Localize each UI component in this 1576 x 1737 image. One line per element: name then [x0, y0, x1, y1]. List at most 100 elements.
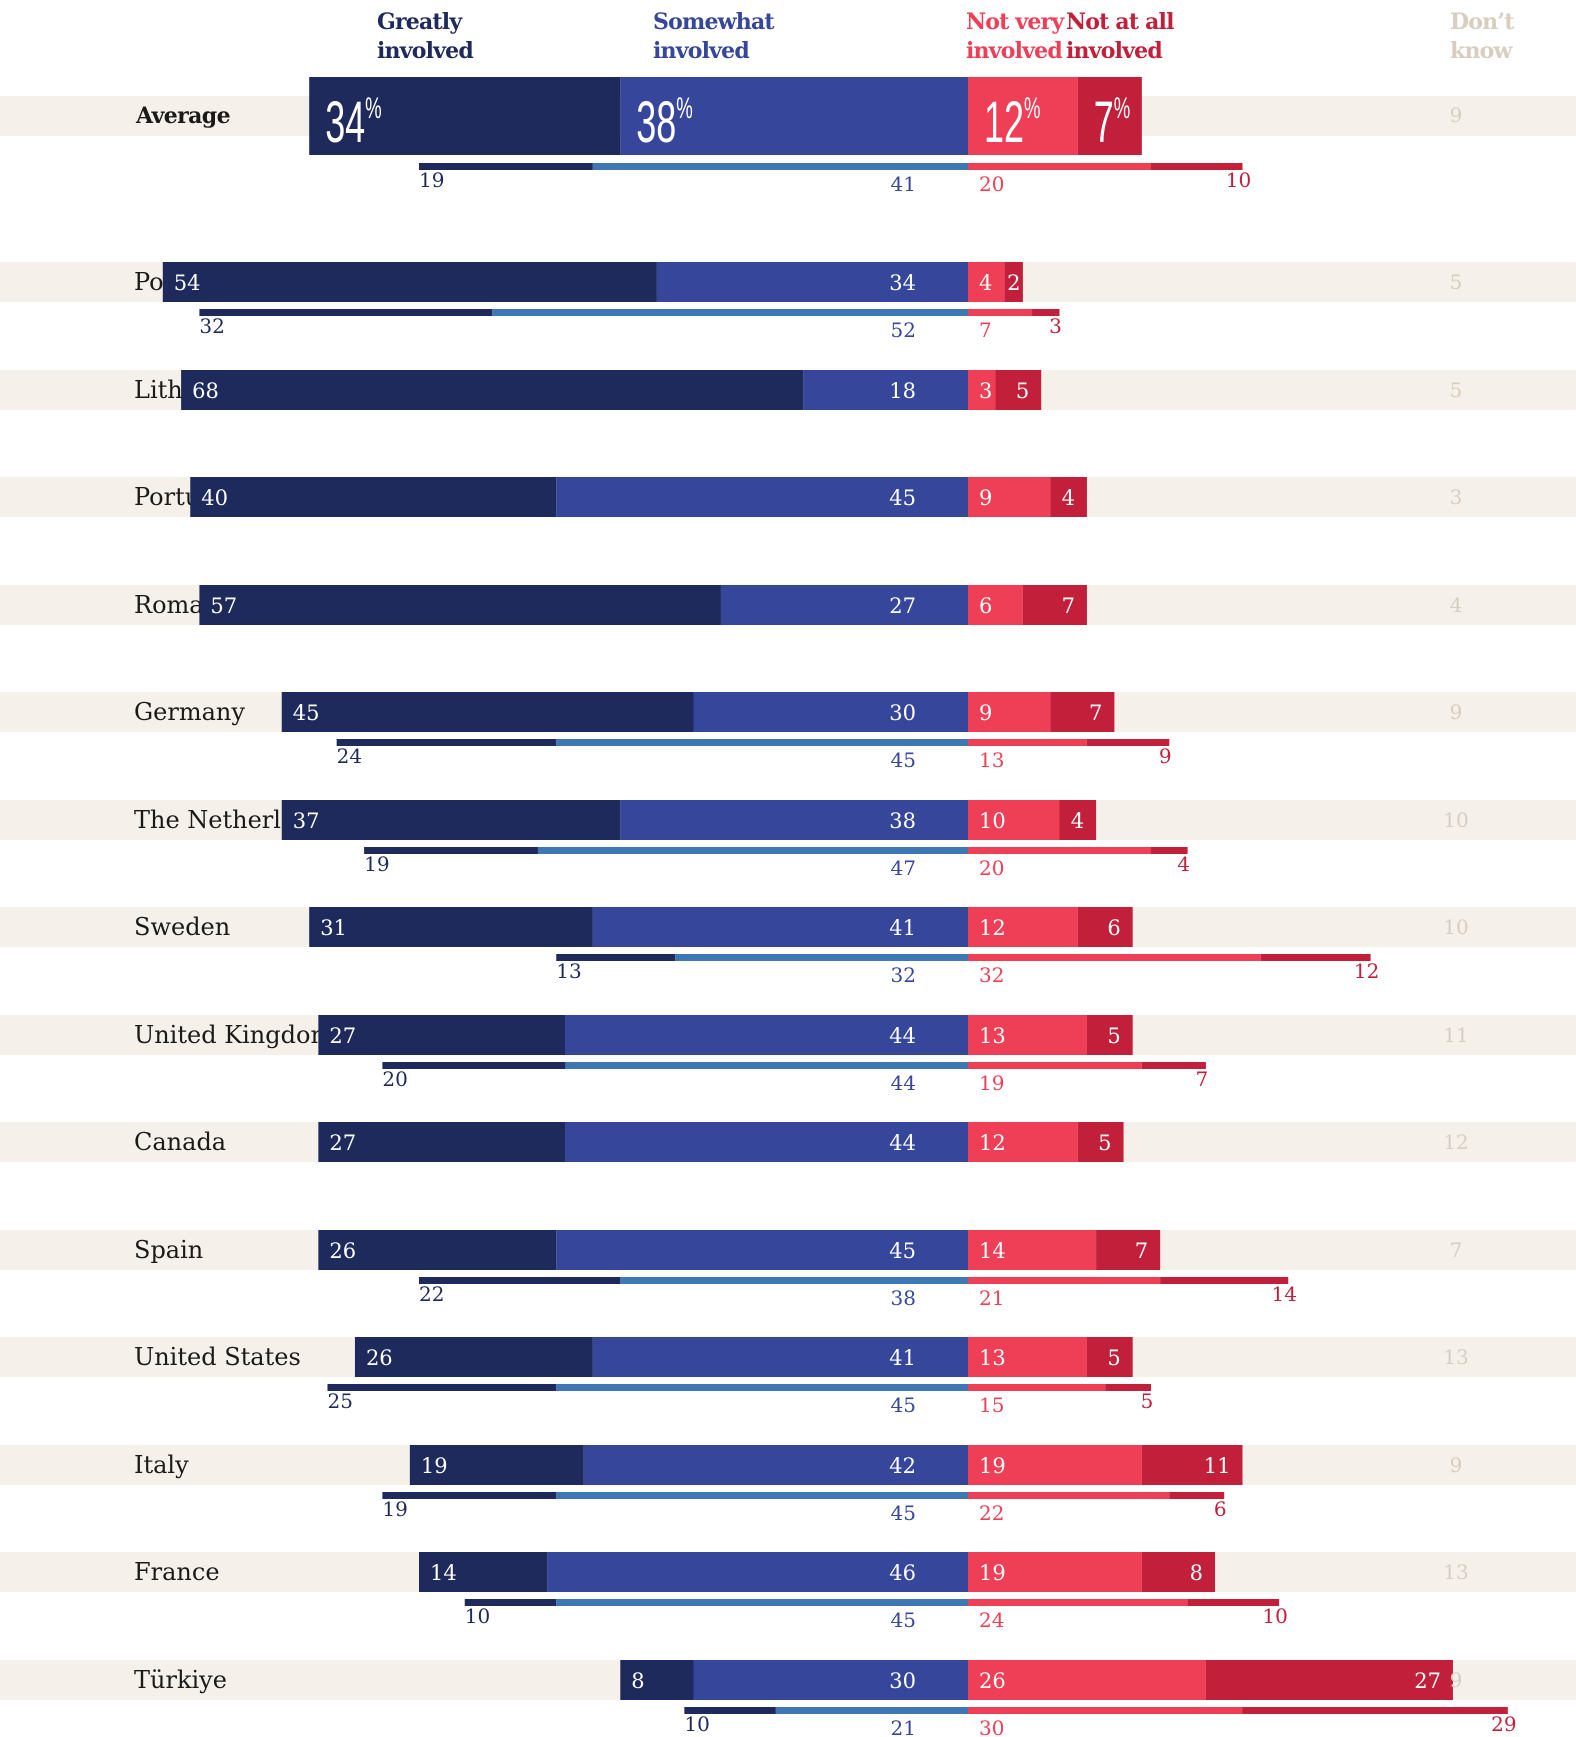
- country-secondary-bar-notatall: [1151, 847, 1188, 854]
- bar-somewhat: [556, 1230, 968, 1270]
- dontknow-value: 5: [1450, 378, 1463, 402]
- bar-value-greatly: 54: [174, 271, 201, 295]
- bar-value-notvery: 26: [979, 1669, 1006, 1693]
- bar-notvery: [968, 907, 1078, 947]
- country-secondary-bar-somewhat: [556, 739, 968, 746]
- bar-notatall: [1205, 1660, 1453, 1700]
- country-secondary-bar-greatly: [382, 1492, 557, 1499]
- country-secondary-label-somewhat: 52: [891, 318, 916, 342]
- country-secondary-label-somewhat: 44: [891, 1071, 916, 1095]
- bar-value-somewhat: 30: [889, 1669, 916, 1693]
- country-label: Germany: [134, 698, 245, 726]
- bar-notvery: [968, 1660, 1206, 1700]
- bar-value-notvery: 10: [979, 809, 1006, 833]
- country-secondary-bar-somewhat: [620, 1277, 968, 1284]
- dontknow-value: 4: [1450, 593, 1463, 617]
- country-secondary-label-notatall: 12: [1354, 959, 1379, 983]
- bar-value-greatly: 26: [366, 1346, 393, 1370]
- bar-notatall: [1059, 800, 1097, 840]
- dontknow-value: 3: [1450, 485, 1463, 509]
- bar-somewhat: [656, 262, 968, 302]
- bar-value-greatly: 68: [192, 379, 219, 403]
- bar-notvery: [968, 1552, 1142, 1592]
- bar-value-greatly: 37: [293, 809, 320, 833]
- country-secondary-bar-notatall: [1032, 309, 1060, 316]
- country-secondary-bar-notvery: [968, 309, 1033, 316]
- bar-greatly: [318, 1122, 566, 1162]
- country-row-t-rkiye: Türkiye 8 30 26 27 9 10 21 30 29: [0, 1660, 1576, 1737]
- bar-value-notvery: 3: [979, 379, 992, 403]
- country-secondary-label-somewhat: 38: [891, 1286, 916, 1310]
- country-secondary-bar-notatall: [1187, 1599, 1280, 1606]
- country-secondary-label-notvery: 20: [979, 856, 1004, 880]
- country-secondary-bar-notatall: [1141, 1062, 1206, 1069]
- country-row-spain: Spain 26 45 14 7 7 22 38 21 14: [0, 1230, 1576, 1310]
- average-secondary-bar-somewhat: [592, 163, 968, 170]
- bar-value-somewhat: 45: [889, 1239, 916, 1263]
- bar-notvery: [968, 1230, 1097, 1270]
- legend-item-notvery: Not very involved: [966, 9, 1066, 64]
- bar-value-notvery: 14: [979, 1239, 1006, 1263]
- bar-greatly: [281, 800, 621, 840]
- bar-value-greatly: 27: [329, 1131, 356, 1155]
- bar-value-greatly: 14: [430, 1561, 457, 1585]
- country-secondary-bar-somewhat: [775, 1707, 968, 1714]
- bar-greatly: [620, 1660, 694, 1700]
- country-secondary-label-greatly: 19: [382, 1497, 407, 1521]
- bar-somewhat: [547, 1552, 968, 1592]
- average-bar-greatly: [309, 77, 621, 155]
- country-secondary-bar-somewhat: [556, 1492, 968, 1499]
- country-secondary-label-greatly: 25: [328, 1389, 353, 1413]
- bar-value-notvery: 6: [979, 594, 992, 618]
- bar-value-greatly: 26: [329, 1239, 356, 1263]
- bar-greatly: [199, 585, 721, 625]
- country-secondary-label-notatall: 10: [1262, 1604, 1287, 1628]
- dontknow-value: 11: [1443, 1023, 1468, 1047]
- country-secondary-label-notatall: 9: [1159, 744, 1172, 768]
- country-secondary-label-greatly: 13: [556, 959, 581, 983]
- country-secondary-bar-somewhat: [556, 1599, 968, 1606]
- country-secondary-bar-notatall: [1169, 1492, 1225, 1499]
- bar-value-somewhat: 41: [889, 916, 916, 940]
- country-secondary-label-notatall: 5: [1141, 1389, 1154, 1413]
- average-secondary-label-greatly: 19: [419, 168, 444, 192]
- bar-value-somewhat: 27: [889, 594, 916, 618]
- bar-greatly: [409, 1445, 584, 1485]
- bar-value-somewhat: 34: [889, 271, 916, 295]
- country-secondary-bar-notatall: [1242, 1707, 1508, 1714]
- country-secondary-bar-greatly: [199, 309, 493, 316]
- country-secondary-label-notvery: 7: [979, 318, 992, 342]
- bar-notvery: [968, 1122, 1078, 1162]
- bar-value-greatly: 40: [201, 486, 228, 510]
- country-secondary-bar-notvery: [968, 1599, 1188, 1606]
- bar-value-notatall: 7: [1089, 701, 1102, 725]
- average-secondary-label-notatall: 10: [1226, 168, 1251, 192]
- dontknow-value: 13: [1443, 1560, 1468, 1584]
- bar-value-notatall: 4: [1062, 486, 1075, 510]
- dontknow-value: 9: [1450, 1453, 1463, 1477]
- legend-label: know: [1450, 38, 1514, 64]
- country-row-canada: Canada 27 44 12 5 12: [0, 1122, 1576, 1162]
- country-label: Spain: [134, 1236, 203, 1264]
- bar-greatly: [162, 262, 657, 302]
- country-secondary-bar-notatall: [1086, 739, 1170, 746]
- country-secondary-bar-greatly: [382, 1062, 566, 1069]
- bar-notvery: [968, 1015, 1087, 1055]
- country-secondary-label-notvery: 21: [979, 1286, 1004, 1310]
- bar-value-notatall: 5: [1107, 1024, 1120, 1048]
- average-secondary-bar-notatall: [1151, 163, 1243, 170]
- country-secondary-bar-greatly: [364, 847, 538, 854]
- dontknow-value: 13: [1443, 1345, 1468, 1369]
- country-secondary-label-notvery: 30: [979, 1716, 1004, 1737]
- bar-greatly: [190, 477, 557, 517]
- legend-label: involved: [653, 38, 749, 64]
- country-secondary-bar-notvery: [968, 1277, 1161, 1284]
- country-secondary-bar-notatall: [1105, 1384, 1151, 1391]
- bar-somewhat: [592, 907, 968, 947]
- dontknow-value: 7: [1450, 1238, 1463, 1262]
- bar-value-notatall: 5: [1016, 379, 1029, 403]
- dontknow-value: 9: [1450, 1668, 1463, 1692]
- country-label: Türkiye: [134, 1666, 227, 1694]
